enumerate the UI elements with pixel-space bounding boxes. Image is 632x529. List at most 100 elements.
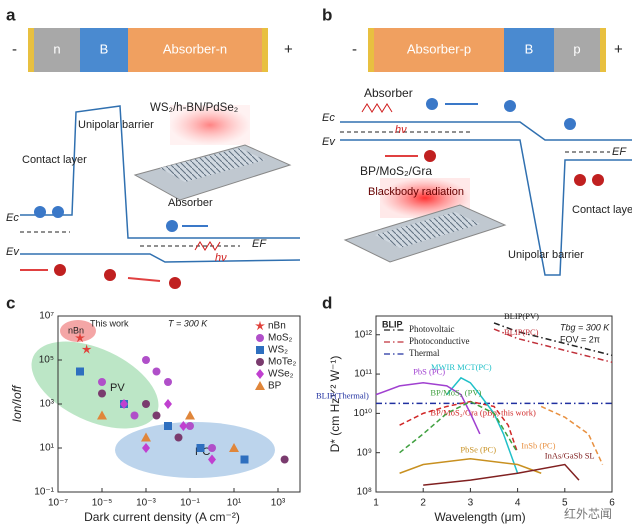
electron bbox=[52, 206, 64, 218]
absorber-label: Absorber bbox=[168, 197, 213, 209]
minus: - bbox=[352, 41, 357, 58]
point bbox=[142, 443, 150, 453]
light-glow bbox=[170, 105, 250, 145]
point bbox=[142, 356, 150, 364]
point bbox=[185, 410, 195, 420]
device-label: WS₂/h-BN/PdSe₂ bbox=[150, 102, 238, 114]
valence-band bbox=[340, 139, 632, 276]
series-label: PbSe (PC) bbox=[460, 445, 496, 455]
hole bbox=[424, 150, 436, 162]
x-tick-label: 1 bbox=[373, 498, 379, 509]
point bbox=[76, 367, 84, 376]
x-axis-label: Wavelength (μm) bbox=[434, 510, 525, 524]
point bbox=[280, 455, 289, 464]
legend-marker bbox=[256, 358, 264, 366]
hv-label: hν bbox=[395, 124, 407, 136]
series-line bbox=[399, 458, 542, 474]
y-tick-label: 10³ bbox=[40, 399, 55, 410]
ev-label: Ev bbox=[322, 136, 336, 148]
point bbox=[98, 389, 106, 398]
point bbox=[152, 367, 161, 376]
series-label: PbS (PC) bbox=[413, 367, 445, 377]
y-tick-label: 10¹¹ bbox=[354, 369, 372, 380]
legend-marker bbox=[255, 381, 265, 390]
hole bbox=[592, 174, 604, 186]
legend-label: MoS₂ bbox=[268, 333, 293, 344]
electron bbox=[426, 98, 438, 110]
contact-strip bbox=[368, 28, 374, 72]
point bbox=[130, 411, 139, 420]
minus: - bbox=[12, 41, 17, 58]
ec-label: Ec bbox=[322, 112, 335, 124]
point bbox=[164, 399, 172, 409]
plus: + bbox=[614, 41, 623, 58]
x-tick-label: 10¹ bbox=[227, 498, 242, 509]
y-tick-label: 10⁵ bbox=[39, 355, 54, 366]
electron bbox=[564, 118, 576, 130]
layer-label: p bbox=[573, 41, 580, 56]
x-tick-label: 4 bbox=[515, 498, 521, 509]
y-tick-label: 10¹⁰ bbox=[354, 408, 372, 419]
photon bbox=[361, 103, 393, 113]
x-tick-label: 6 bbox=[609, 498, 615, 509]
x-axis-label: Dark current density (A cm⁻²) bbox=[84, 510, 240, 524]
x-tick-label: 10⁻⁷ bbox=[48, 498, 68, 509]
layer-absorber bbox=[374, 28, 504, 72]
y-tick-label: 10¹² bbox=[354, 329, 372, 340]
plus: + bbox=[284, 41, 293, 58]
point bbox=[179, 421, 188, 431]
point bbox=[208, 454, 216, 465]
contact-label: Contact layer bbox=[22, 154, 87, 166]
series-label: BLIP(PV) bbox=[504, 311, 539, 321]
annotation: nBn bbox=[68, 325, 84, 335]
series-line bbox=[493, 322, 613, 357]
point bbox=[152, 411, 161, 420]
contact-label: Contact layer bbox=[572, 204, 632, 216]
conduction-band bbox=[20, 105, 300, 239]
hole bbox=[574, 174, 586, 186]
panel-label: d bbox=[322, 293, 332, 312]
point bbox=[240, 455, 249, 464]
ev-label: Ev bbox=[6, 246, 20, 258]
series-label: BLIP(PC) bbox=[504, 327, 539, 337]
point bbox=[164, 378, 172, 386]
point bbox=[97, 410, 107, 420]
photon bbox=[194, 241, 221, 251]
barrier-label: Unipolar barrier bbox=[508, 249, 584, 261]
series-label: BLIP(Thermal) bbox=[316, 390, 369, 400]
layer-label: n bbox=[53, 41, 60, 56]
layer-label: B bbox=[100, 41, 109, 56]
annotation: T = 300 K bbox=[168, 318, 208, 328]
point bbox=[81, 344, 92, 354]
point bbox=[141, 432, 151, 442]
layer-n bbox=[34, 28, 80, 72]
layer-p bbox=[554, 28, 600, 72]
legend-label: Thermal bbox=[409, 348, 440, 358]
layer-b bbox=[80, 28, 128, 72]
y-tick-label: 10⁸ bbox=[357, 487, 372, 498]
electron bbox=[166, 220, 178, 232]
panel-label: a bbox=[6, 5, 16, 24]
series-line bbox=[399, 400, 519, 454]
point bbox=[164, 422, 172, 430]
series-line bbox=[399, 400, 519, 453]
series-line bbox=[446, 376, 519, 474]
barrier-label: Unipolar barrier bbox=[78, 119, 154, 131]
layer-label: Absorber-n bbox=[163, 41, 227, 56]
hole bbox=[169, 277, 181, 289]
absorber-label: Absorber bbox=[364, 86, 413, 100]
legend-label: WS₂ bbox=[268, 345, 288, 356]
y-tick-label: 10¹ bbox=[40, 443, 55, 454]
pc-region bbox=[115, 422, 275, 478]
watermark: 红外芯闻 bbox=[564, 506, 612, 521]
hv-label: hν bbox=[215, 252, 227, 264]
point bbox=[142, 400, 150, 408]
layer-label: Absorber-p bbox=[407, 41, 471, 56]
point bbox=[98, 378, 106, 386]
electron bbox=[34, 206, 46, 218]
layer-absorber bbox=[128, 28, 262, 72]
legend-label: nBn bbox=[268, 321, 286, 332]
annotation: FOV = 2π bbox=[560, 334, 600, 344]
electron bbox=[504, 100, 516, 112]
legend-label: BP bbox=[268, 381, 282, 392]
